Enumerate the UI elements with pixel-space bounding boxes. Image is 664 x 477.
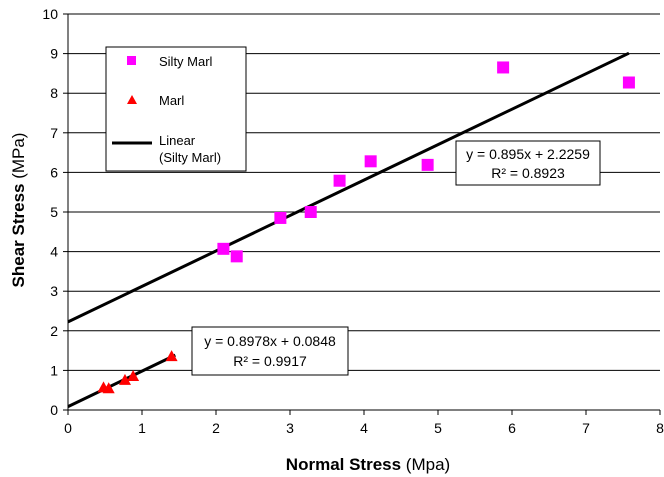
- y-tick-label: 5: [50, 204, 58, 220]
- point-marl: [102, 382, 115, 394]
- y-tick-label: 0: [50, 402, 58, 418]
- x-tick-labels: 0 1 2 3 4 5 6 7 8: [64, 420, 664, 436]
- legend: Silty Marl Marl Linear (Silty Marl): [105, 46, 247, 172]
- data-points: [97, 61, 635, 394]
- equation-box-silty-marl-frame: [455, 140, 601, 186]
- x-tick-label: 8: [656, 420, 664, 436]
- legend-label-linear-line2: (Silty Marl): [159, 150, 221, 165]
- legend-marker-marl: [127, 95, 137, 104]
- point-marl: [118, 373, 131, 385]
- r2-marl: R² = 0.9917: [233, 353, 307, 369]
- x-tick-label: 0: [64, 420, 72, 436]
- point-silty-marl: [364, 155, 377, 168]
- point-silty-marl: [497, 61, 510, 74]
- equation-box-marl: y = 0.8978x + 0.0848 R² = 0.9917: [191, 326, 349, 376]
- y-tick-label: 7: [50, 125, 58, 141]
- point-silty-marl: [622, 76, 635, 89]
- legend-box: [105, 46, 247, 172]
- y-tick-label: 8: [50, 85, 58, 101]
- equation-silty-marl: y = 0.895x + 2.2259: [466, 146, 590, 162]
- equation-box-silty-marl: y = 0.895x + 2.2259 R² = 0.8923: [455, 140, 601, 186]
- point-marl: [165, 350, 178, 362]
- x-tick-label: 2: [212, 420, 220, 436]
- x-axis-title: Normal Stress (Mpa): [286, 455, 450, 474]
- y-axis-title-unit: (MPa): [9, 133, 28, 184]
- equation-marl: y = 0.8978x + 0.0848: [204, 333, 336, 349]
- axes: [63, 13, 661, 415]
- x-tick-label: 5: [434, 420, 442, 436]
- r2-silty-marl: R² = 0.8923: [491, 165, 565, 181]
- y-tick-label: 1: [50, 362, 58, 378]
- y-tick-label: 4: [50, 244, 58, 260]
- point-silty-marl: [217, 242, 230, 255]
- point-silty-marl: [333, 174, 346, 187]
- x-axis-title-unit: (Mpa): [401, 455, 450, 474]
- x-tick-label: 7: [582, 420, 590, 436]
- x-tick-label: 3: [286, 420, 294, 436]
- legend-label-linear-line1: Linear: [159, 133, 196, 148]
- y-tick-label: 3: [50, 283, 58, 299]
- legend-label-marl: Marl: [159, 93, 184, 108]
- point-silty-marl: [421, 158, 434, 171]
- y-tick-labels: 0 1 2 3 4 5 6 7 8 9 10: [42, 6, 58, 418]
- x-tick-label: 4: [360, 420, 368, 436]
- y-axis-title-main: Shear Stress: [9, 184, 28, 288]
- equation-box-marl-frame: [191, 326, 349, 376]
- y-tick-label: 6: [50, 164, 58, 180]
- y-tick-label: 2: [50, 323, 58, 339]
- legend-label-silty-marl: Silty Marl: [159, 54, 213, 69]
- point-marl: [127, 369, 140, 381]
- y-tick-label: 9: [50, 46, 58, 62]
- legend-marker-silty-marl: [127, 56, 136, 65]
- x-axis-title-main: Normal Stress: [286, 455, 401, 474]
- x-tick-label: 1: [138, 420, 146, 436]
- x-tick-label: 6: [508, 420, 516, 436]
- point-silty-marl: [230, 250, 243, 263]
- point-silty-marl: [274, 211, 287, 224]
- point-silty-marl: [304, 206, 317, 218]
- y-tick-label: 10: [42, 6, 58, 22]
- trendline-silty-marl: [67, 51, 630, 324]
- y-axis-title: Shear Stress (MPa): [9, 133, 28, 288]
